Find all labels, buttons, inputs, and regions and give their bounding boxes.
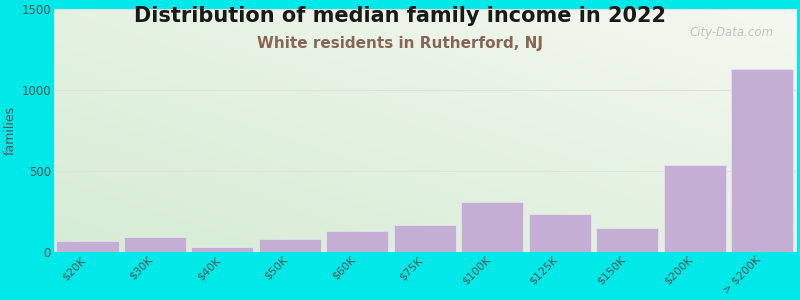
Bar: [124, 237, 186, 252]
Bar: [529, 214, 590, 252]
Text: City-Data.com: City-Data.com: [690, 26, 774, 39]
Text: Distribution of median family income in 2022: Distribution of median family income in …: [134, 6, 666, 26]
Text: White residents in Rutherford, NJ: White residents in Rutherford, NJ: [257, 36, 543, 51]
Bar: [394, 225, 456, 252]
Bar: [191, 247, 254, 252]
Bar: [462, 202, 523, 252]
Y-axis label: families: families: [4, 106, 17, 155]
Bar: [326, 231, 388, 252]
Bar: [664, 165, 726, 252]
Bar: [731, 69, 793, 252]
Bar: [57, 241, 118, 252]
Bar: [259, 239, 321, 252]
Bar: [596, 229, 658, 252]
